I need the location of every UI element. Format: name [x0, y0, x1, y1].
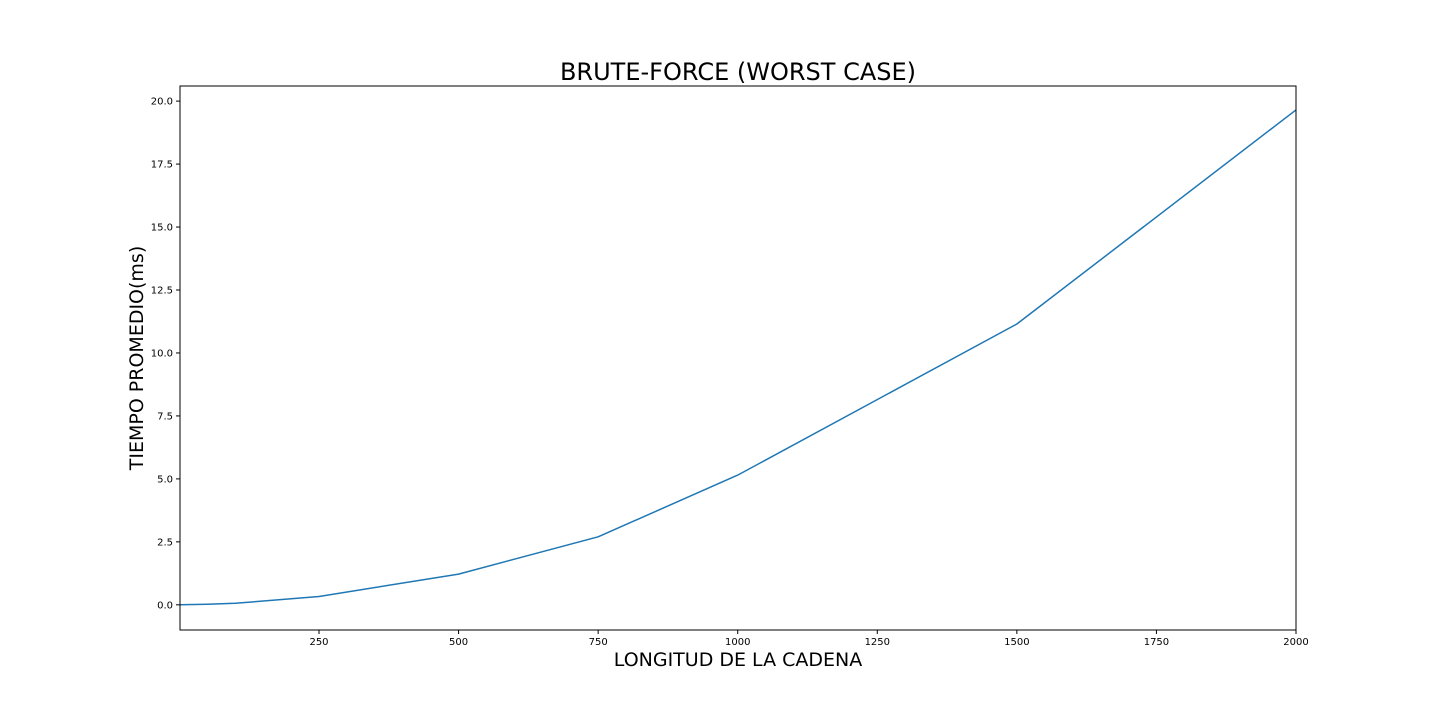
- x-axis: 250 500 750 1000 1250 1500 1750 2000: [309, 630, 1309, 648]
- y-tick-label: 2.5: [157, 537, 173, 548]
- y-axis: 0.0 2.5 5.0 7.5 10.0 12.5 15.0 17.5 20.0: [151, 97, 180, 611]
- x-axis-label: LONGITUD DE LA CADENA: [614, 649, 862, 671]
- y-tick-label: 10.0: [151, 348, 173, 359]
- y-tick-label: 17.5: [151, 160, 173, 171]
- series-line: [179, 109, 1297, 606]
- y-tick-label: 5.0: [157, 474, 173, 485]
- x-tick-label: 500: [449, 637, 468, 648]
- x-tick-label: 750: [589, 637, 608, 648]
- y-axis-label: TIEMPO PROMEDIO(ms): [126, 246, 148, 472]
- y-tick-label: 15.0: [151, 223, 173, 234]
- x-tick-label: 1250: [865, 637, 890, 648]
- plot-frame: [179, 85, 1297, 631]
- y-tick-label: 0.0: [157, 600, 173, 611]
- y-tick-label: 7.5: [157, 411, 173, 422]
- series-layer: [179, 109, 1297, 606]
- y-tick-label: 12.5: [151, 286, 173, 297]
- x-tick-label: 2000: [1283, 637, 1308, 648]
- x-tick-label: 1000: [725, 637, 750, 648]
- x-tick-label: 1500: [1004, 637, 1029, 648]
- x-tick-label: 1750: [1144, 637, 1169, 648]
- plot-area: [179, 85, 1297, 631]
- y-tick-label: 20.0: [151, 97, 173, 108]
- chart-title: BRUTE-FORCE (WORST CASE): [560, 58, 916, 86]
- x-tick-label: 250: [309, 637, 328, 648]
